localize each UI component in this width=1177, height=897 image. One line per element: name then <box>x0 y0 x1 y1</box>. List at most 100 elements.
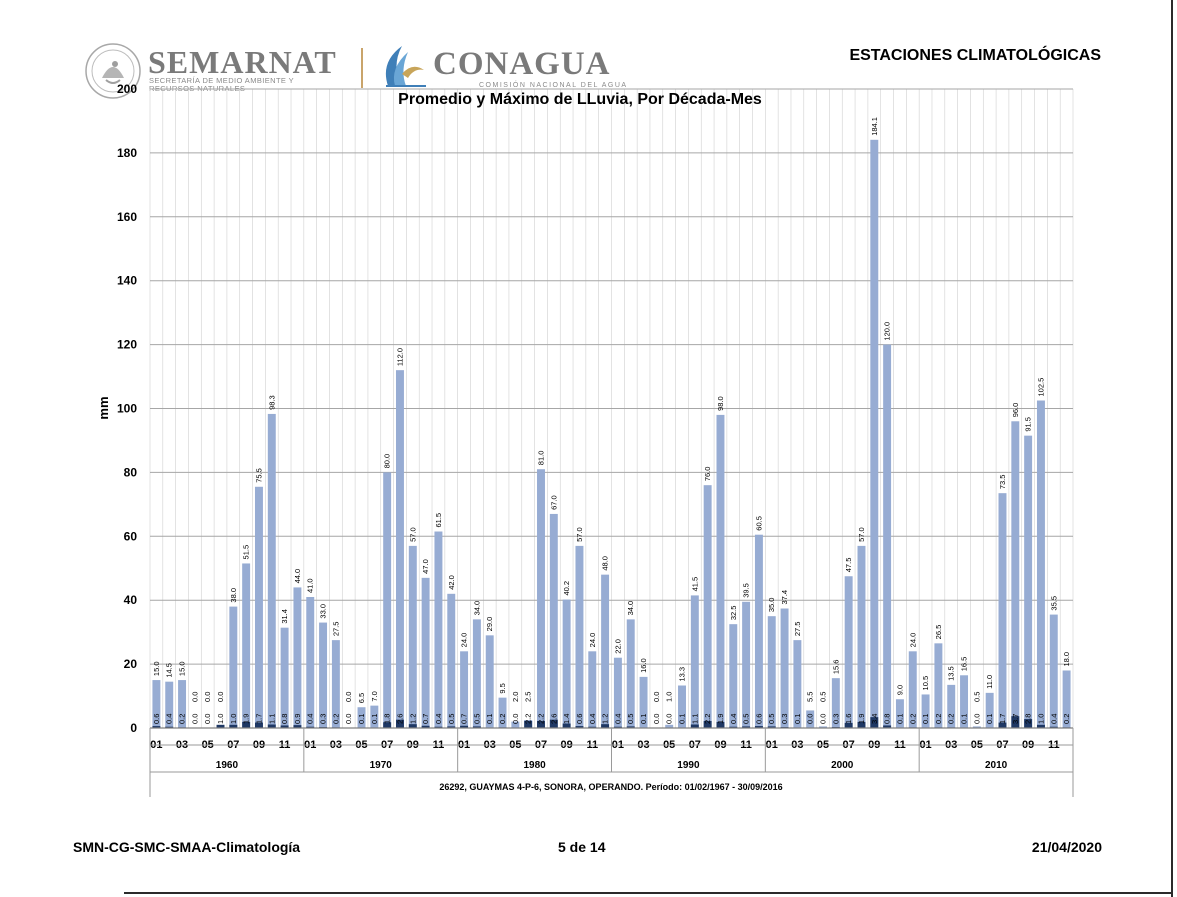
mean-value-label: 2.6 <box>395 714 404 724</box>
mean-value-label: 0.0 <box>203 714 212 724</box>
label-layer: 0.6 15.0 0.4 14.5 0.2 15.0 0.0 0.0 0.0 0.0 1.0 0.0 1… <box>152 117 1071 724</box>
max-value-label: 16.5 <box>960 657 969 672</box>
mean-value-label: 0.1 <box>639 714 648 724</box>
mean-rainfall-bar <box>152 726 161 728</box>
max-value-label: 0.0 <box>652 692 661 702</box>
mean-value-label: 2.2 <box>703 714 712 724</box>
mean-value-label: 0.1 <box>921 714 930 724</box>
max-value-label: 0.5 <box>819 692 828 702</box>
max-value-label: 76.0 <box>703 467 712 482</box>
mean-rainfall-bar <box>562 723 571 728</box>
mean-rainfall-bar <box>1036 724 1045 728</box>
max-rainfall-bar <box>819 726 827 728</box>
max-rainfall-bar <box>396 370 404 728</box>
max-value-label: 184.1 <box>870 117 879 136</box>
mean-value-label: 1.9 <box>716 714 725 724</box>
mean-value-label: 0.5 <box>767 714 776 724</box>
max-value-label: 102.5 <box>1036 378 1045 397</box>
max-value-label: 67.0 <box>549 495 558 510</box>
max-rainfall-bar <box>165 681 174 728</box>
max-value-label: 40.2 <box>562 581 571 596</box>
max-value-label: 0.0 <box>344 692 353 702</box>
y-tick-label: 80 <box>124 465 138 479</box>
max-rainfall-bar <box>152 680 161 728</box>
mean-value-label: 1.4 <box>562 714 571 724</box>
max-rainfall-bar <box>485 635 494 728</box>
mean-value-label: 1.8 <box>383 714 392 724</box>
mean-value-label: 0.1 <box>357 714 366 724</box>
max-value-label: 0.5 <box>972 692 981 702</box>
y-tick-label: 100 <box>117 402 137 416</box>
max-value-label: 27.5 <box>331 622 340 637</box>
decade-label: 1980 <box>523 760 546 771</box>
max-rainfall-bar <box>985 692 994 728</box>
mean-value-label: 0.4 <box>306 714 315 724</box>
mean-rainfall-bar <box>524 720 533 728</box>
max-value-label: 0.0 <box>203 692 212 702</box>
mean-rainfall-bar <box>998 722 1007 728</box>
max-rainfall-bar <box>601 574 610 728</box>
mean-rainfall-bar <box>703 720 712 728</box>
mean-value-label: 1.9 <box>242 714 251 724</box>
max-rainfall-bar <box>1024 435 1033 728</box>
max-rainfall-bar <box>306 597 315 728</box>
mean-value-label: 0.7 <box>460 714 469 724</box>
max-rainfall-bar <box>242 563 251 728</box>
max-rainfall-bar <box>921 694 930 728</box>
mean-value-label: 1.1 <box>267 714 276 724</box>
y-tick-label: 140 <box>117 274 137 288</box>
max-value-label: 24.0 <box>908 633 917 648</box>
mean-value-label: 0.2 <box>908 714 917 724</box>
y-tick-label: 40 <box>124 593 138 607</box>
max-rainfall-bar <box>1062 670 1071 728</box>
mean-value-label: 1.7 <box>998 714 1007 724</box>
max-rainfall-bar <box>703 485 712 728</box>
max-value-label: 81.0 <box>536 451 545 466</box>
mean-value-label: 0.4 <box>434 714 443 724</box>
max-rainfall-bar <box>716 414 725 728</box>
mean-value-label: 0.3 <box>831 714 840 724</box>
max-rainfall-bar <box>780 608 789 728</box>
mean-value-label: 0.1 <box>895 714 904 724</box>
max-rainfall-bar <box>883 344 892 728</box>
max-value-label: 27.5 <box>793 622 802 637</box>
mean-value-label: 0.4 <box>588 714 597 724</box>
max-value-label: 2.5 <box>524 692 533 702</box>
mean-rainfall-bar <box>1049 726 1058 728</box>
mean-rainfall-bar <box>1011 716 1020 728</box>
max-rainfall-bar <box>562 599 571 728</box>
grid-layer <box>149 88 1074 729</box>
y-tick-label: 160 <box>117 210 137 224</box>
max-rainfall-bar <box>575 545 584 728</box>
mean-value-label: 0.6 <box>152 714 161 724</box>
bar-layer <box>152 139 1071 728</box>
mean-value-label: 0.1 <box>370 714 379 724</box>
mean-value-label: 0.3 <box>780 714 789 724</box>
max-rainfall-bar <box>767 616 776 728</box>
max-rainfall-bar <box>472 619 481 728</box>
max-rainfall-bar <box>293 587 302 728</box>
mean-value-label: 2.2 <box>536 714 545 724</box>
mean-rainfall-bar <box>588 726 597 728</box>
max-rainfall-bar <box>754 534 763 728</box>
max-value-label: 60.5 <box>754 516 763 531</box>
max-value-label: 26.5 <box>934 625 943 640</box>
max-rainfall-bar <box>1011 421 1020 728</box>
max-value-label: 120.0 <box>883 322 892 341</box>
mean-value-label: 1.0 <box>1036 714 1045 724</box>
logo-divider <box>361 48 363 88</box>
max-rainfall-bar <box>498 697 507 728</box>
decade-label: 1990 <box>677 760 700 771</box>
max-value-label: 61.5 <box>434 513 443 528</box>
max-value-label: 15.0 <box>152 661 161 676</box>
mean-value-label: 0.1 <box>678 714 687 724</box>
mean-value-label: 2.6 <box>549 714 558 724</box>
mean-value-label: 0.6 <box>575 714 584 724</box>
mean-value-label: 0.2 <box>947 714 956 724</box>
max-value-label: 18.0 <box>1062 652 1071 667</box>
decade-label: 2000 <box>831 760 854 771</box>
max-rainfall-bar <box>947 684 956 728</box>
mean-value-label: 0.9 <box>293 714 302 724</box>
max-value-label: 33.0 <box>319 604 328 619</box>
mean-value-label: 1.1 <box>690 714 699 724</box>
